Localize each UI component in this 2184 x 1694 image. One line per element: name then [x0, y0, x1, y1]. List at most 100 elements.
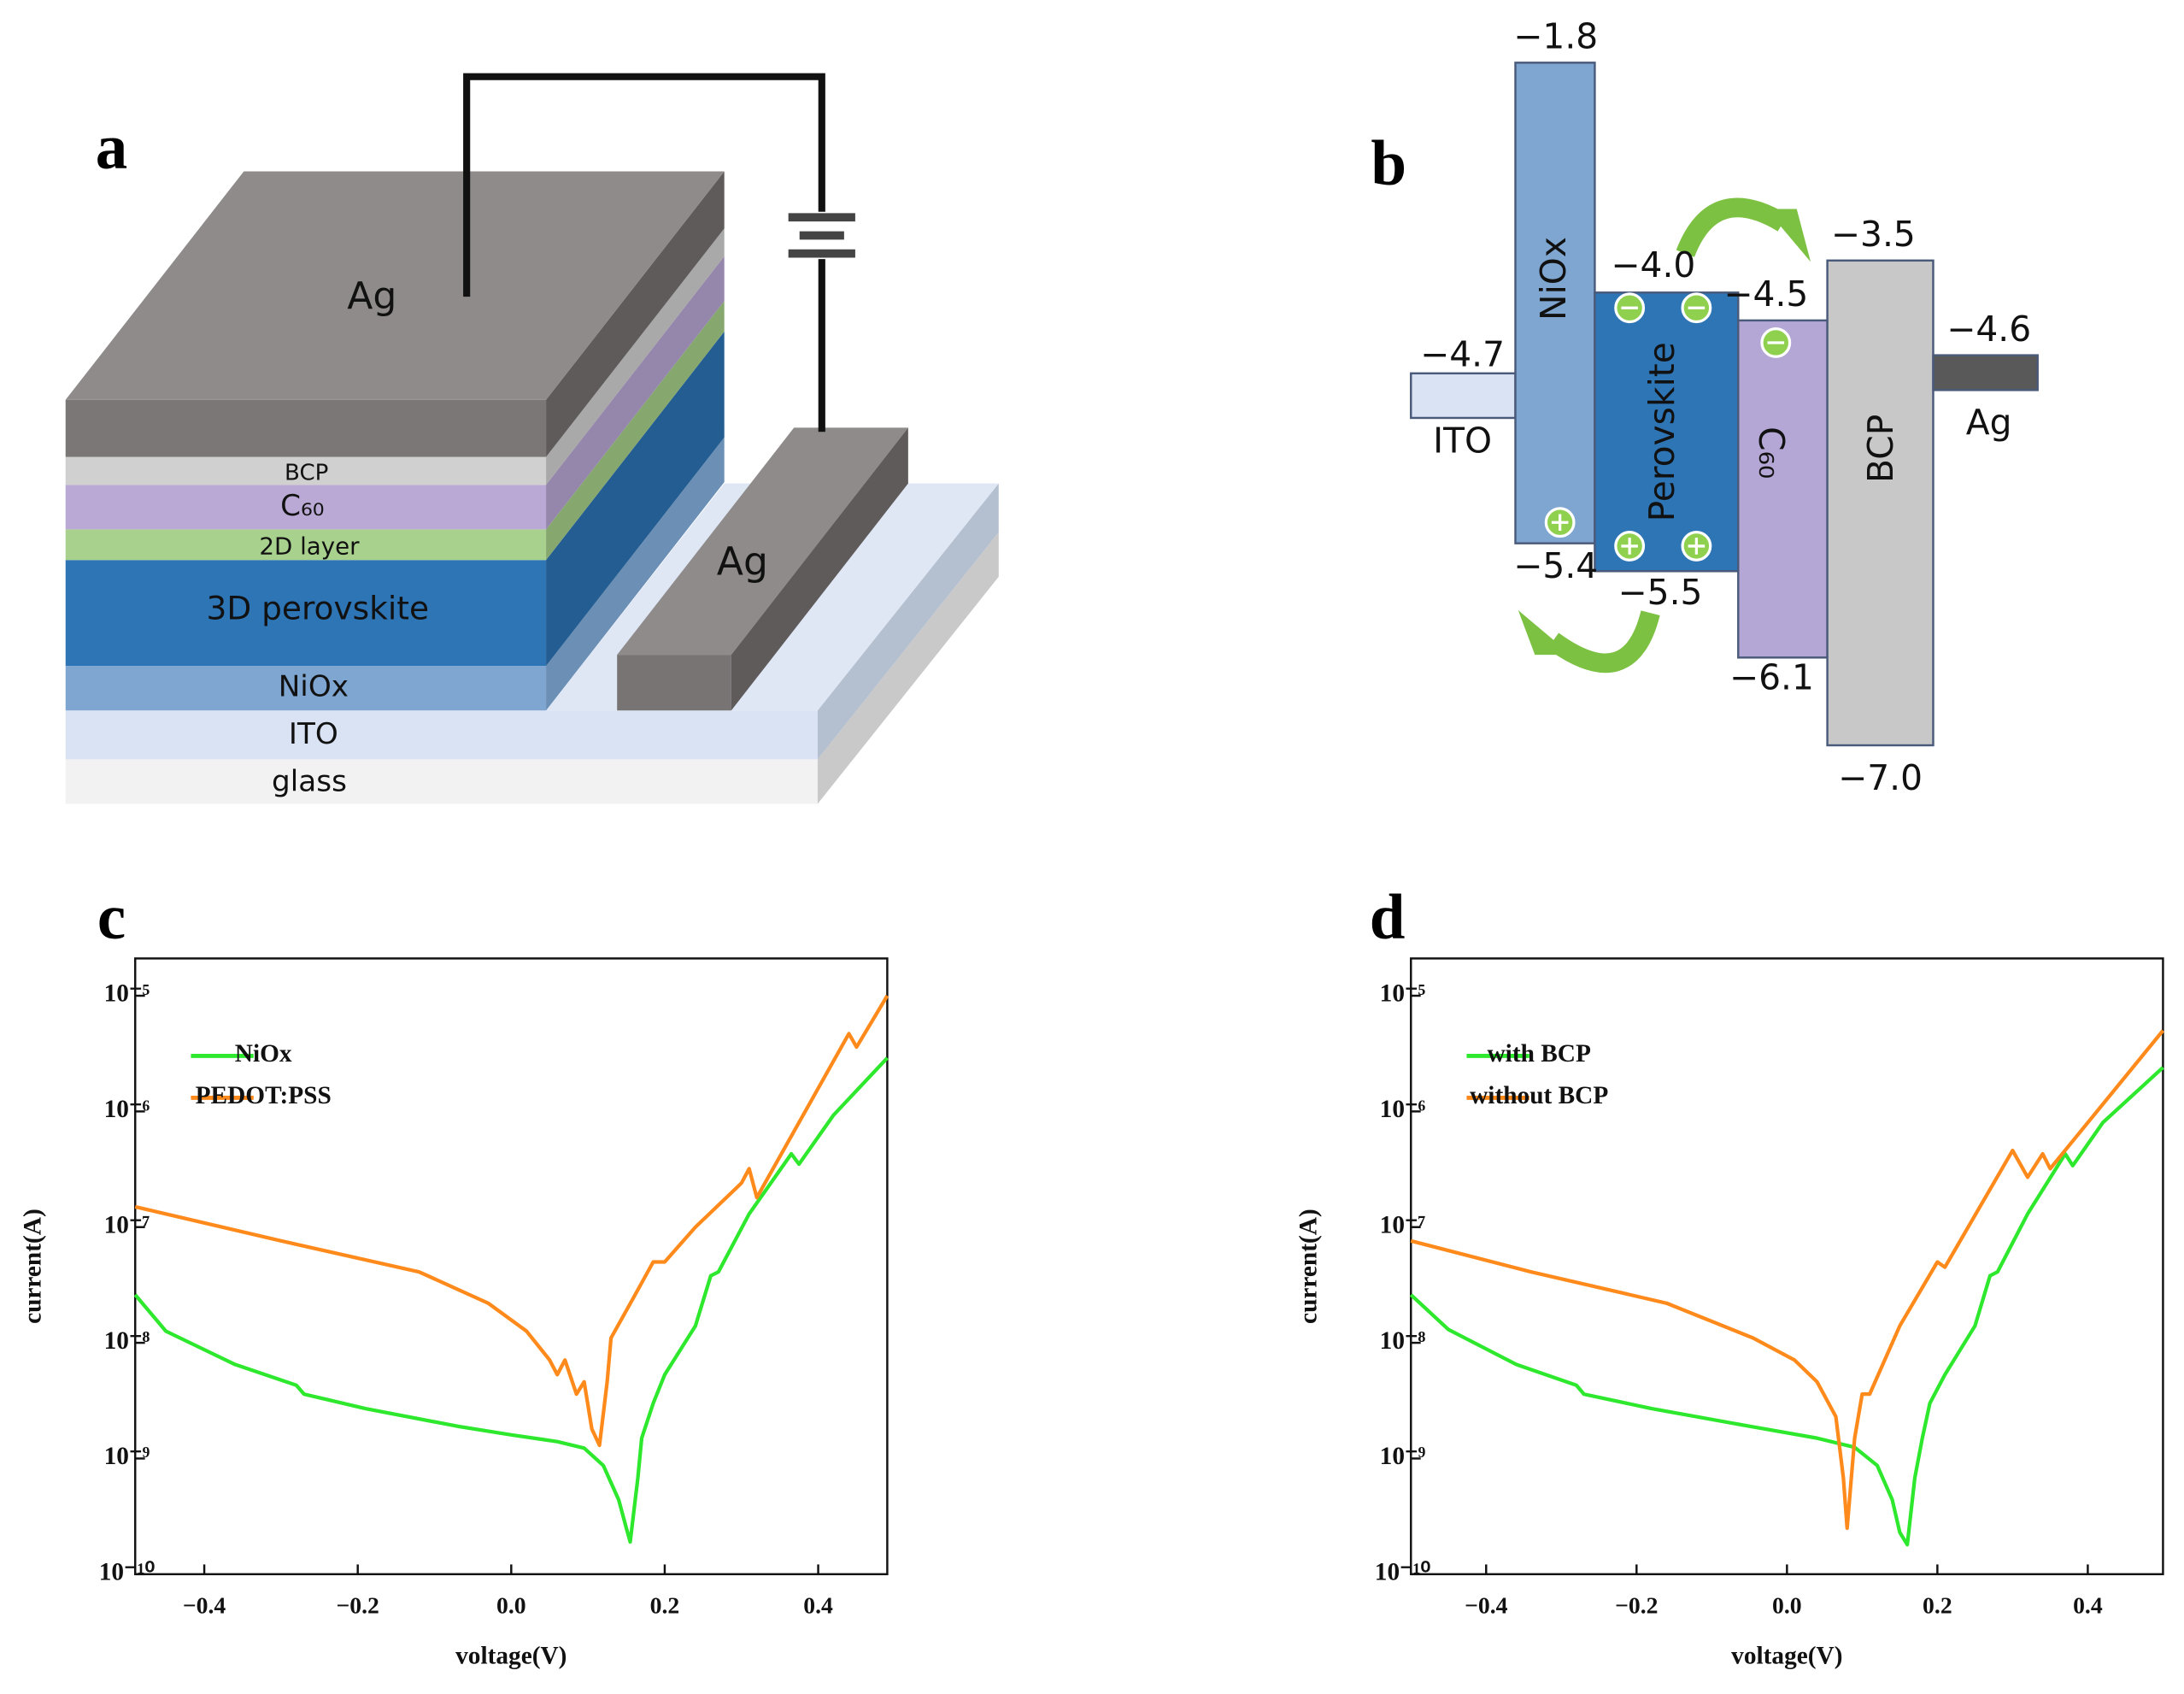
energy-labels: −4.7 ITO −1.8 −5.4 NiOx −4.0 −5.5 Perovs…	[1420, 16, 2031, 798]
level-label: −4.0	[1611, 244, 1695, 285]
level-label: −3.5	[1831, 214, 1916, 255]
layer-label: glass	[272, 765, 347, 799]
transfer-arrows	[1518, 197, 1811, 673]
x-tick-label: 0.4	[803, 1591, 833, 1618]
arrow-head	[1765, 209, 1811, 262]
layer-label: Ag	[717, 539, 768, 585]
material-label: NiOx	[1533, 237, 1574, 321]
glass-front	[65, 759, 818, 804]
y-tick-label: 10⁻⁷	[1380, 1211, 1426, 1238]
y-tick-label: 10⁻⁹	[1380, 1443, 1426, 1470]
bcp-front	[65, 456, 547, 485]
layer-label: Ag	[347, 274, 396, 318]
level-label: −7.0	[1838, 757, 1923, 798]
legend-label: with BCP	[1488, 1040, 1591, 1068]
x-tick-label: 0.2	[1923, 1591, 1952, 1618]
y-tick-label: 10⁻⁵	[104, 980, 150, 1008]
bcp-band	[1826, 259, 1934, 747]
level-label: −4.6	[1946, 309, 2031, 350]
layer-label: 3D perovskite	[207, 589, 429, 626]
y-tick-label: 10⁻⁶	[1380, 1096, 1426, 1123]
ag-band	[1932, 354, 2039, 391]
material-label: Perovskite	[1641, 342, 1682, 521]
electrode-front	[617, 655, 731, 711]
material-label: Ag	[1966, 402, 2012, 443]
layer-label: ITO	[289, 717, 338, 751]
arrow	[1547, 610, 1660, 673]
glass-side	[817, 532, 999, 804]
level-label: −4.5	[1723, 274, 1808, 315]
niox-front	[65, 666, 547, 711]
data-line	[134, 994, 889, 1448]
layer-label: NiOx	[279, 670, 349, 704]
electrode-top	[617, 427, 908, 656]
y-axis-label: current(A)	[1295, 1209, 1323, 1324]
panel-label: d	[1370, 882, 1406, 953]
y-tick-label: 10⁻⁸	[104, 1327, 150, 1355]
ag-front	[65, 399, 547, 457]
energy-bands	[1410, 62, 2039, 747]
layer-label: C₆₀	[280, 489, 324, 523]
level-label: −4.7	[1420, 333, 1505, 374]
data-line	[1409, 1066, 2164, 1547]
wire	[463, 73, 825, 297]
x-tick-label: −0.4	[183, 1591, 226, 1618]
layer2d-side	[546, 301, 725, 561]
legend-label: PEDOT:PSS	[196, 1082, 332, 1109]
plus	[1688, 538, 1706, 555]
level-label: −5.5	[1618, 572, 1703, 613]
arrow-head	[1518, 609, 1571, 656]
ag-top	[65, 171, 725, 400]
legend-label: without BCP	[1470, 1082, 1608, 1109]
c60-side	[546, 256, 725, 530]
layer2d-front	[65, 529, 547, 561]
legend-label: NiOx	[235, 1040, 292, 1068]
y-tick-label: 10⁻⁸	[1380, 1327, 1426, 1355]
material-label: ITO	[1433, 420, 1492, 461]
data-line	[1410, 1029, 2165, 1531]
ito-front	[65, 710, 818, 760]
y-tick-label: 10⁻¹⁰	[99, 1559, 156, 1586]
y-tick-label: 10⁻⁶	[104, 1096, 150, 1123]
perovskite-front	[65, 560, 547, 667]
x-axis-label: voltage(V)	[455, 1642, 567, 1669]
y-tick-label: 10⁻¹⁰	[1375, 1559, 1431, 1586]
x-tick-label: 0.0	[1772, 1591, 1802, 1618]
device-stack	[65, 73, 999, 804]
data-line	[133, 1056, 889, 1544]
c60-band	[1737, 319, 1829, 659]
ito-side	[817, 483, 999, 760]
layer-label: BCP	[285, 461, 328, 486]
x-tick-label: −0.2	[1615, 1591, 1658, 1618]
arrow	[1676, 197, 1788, 258]
perovskite-band	[1594, 291, 1740, 573]
ito-band	[1410, 372, 1517, 420]
material-label: BCP	[1860, 415, 1901, 483]
y-tick-label: 10⁻⁵	[1380, 980, 1426, 1008]
panel-label: a	[96, 111, 127, 182]
panel-label: b	[1371, 128, 1406, 199]
layer-label: 2D layer	[259, 532, 360, 561]
bcp-side	[546, 228, 725, 485]
panel-label: c	[97, 882, 126, 953]
ag-side	[546, 171, 725, 457]
perovskite-side	[546, 331, 725, 667]
plus	[1551, 514, 1569, 532]
plus	[1621, 538, 1638, 555]
material-label: C₆₀	[1751, 426, 1792, 479]
x-tick-label: −0.4	[1465, 1591, 1508, 1618]
level-label: −1.8	[1513, 16, 1598, 57]
y-tick-label: 10⁻⁹	[104, 1443, 150, 1470]
x-tick-label: 0.4	[2073, 1591, 2103, 1618]
x-tick-label: 0.0	[496, 1591, 526, 1618]
niox-band	[1514, 62, 1596, 544]
x-tick-label: 0.2	[650, 1591, 680, 1618]
electrode-side	[731, 427, 908, 711]
x-tick-label: −0.2	[336, 1591, 379, 1618]
niox-side	[546, 437, 725, 711]
c60-front	[65, 485, 547, 530]
x-axis-label: voltage(V)	[1731, 1642, 1842, 1669]
y-tick-label: 10⁻⁷	[104, 1211, 150, 1238]
level-label: −6.1	[1729, 656, 1814, 697]
